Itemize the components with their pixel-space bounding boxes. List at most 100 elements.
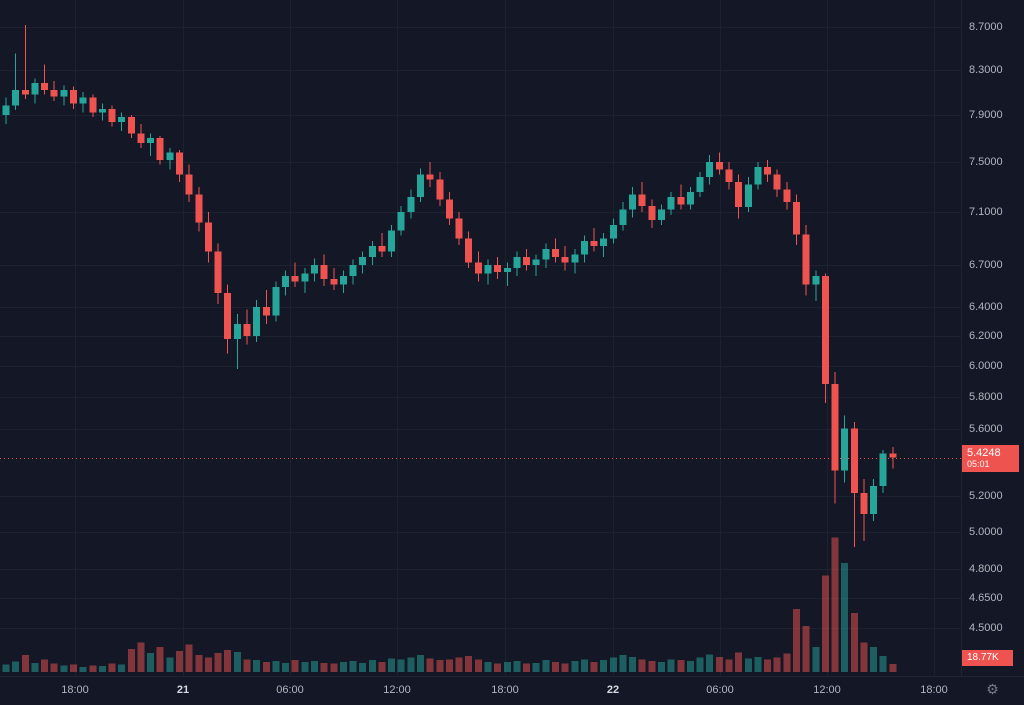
volume-bar: [79, 666, 87, 672]
candle-body: [147, 138, 155, 143]
volume-bar: [272, 661, 280, 672]
candle-body: [465, 238, 473, 263]
volume-bar: [204, 657, 212, 672]
volume-bar: [532, 662, 540, 672]
volume-bar: [455, 657, 463, 672]
last-price-value: 5.4248: [967, 446, 1001, 459]
time-axis-label: 06:00: [706, 684, 734, 696]
price-axis-label: 8.3000: [969, 63, 1003, 76]
volume-bar: [50, 663, 58, 672]
candle-body: [41, 83, 49, 90]
candle-body: [638, 194, 646, 206]
candle-body: [426, 174, 434, 180]
bar-countdown: 05:01: [967, 458, 990, 469]
volume-bar: [166, 657, 174, 672]
candlestick-chart[interactable]: [0, 0, 961, 676]
candle-body: [12, 89, 20, 106]
time-axis-label: 18:00: [61, 684, 89, 696]
volume-bar: [696, 657, 704, 672]
candle-body: [407, 196, 415, 213]
volume-bar: [590, 661, 598, 672]
candle-body: [224, 292, 232, 339]
time-axis-label: 12:00: [383, 684, 411, 696]
candle-body: [436, 179, 444, 200]
candle-body: [474, 262, 482, 274]
candle-body: [744, 184, 752, 208]
candle-body: [773, 174, 781, 190]
candle-body: [118, 117, 126, 122]
volume-bar: [561, 663, 569, 672]
volume-bar: [551, 661, 559, 672]
candle-body: [21, 89, 29, 95]
volume-bar: [802, 625, 810, 672]
volume-bar: [754, 656, 762, 672]
price-axis[interactable]: 5.4248 05:01 18.77K 8.7000 8.3000 7.9000 7.…: [961, 0, 1024, 676]
last-price-badge: 5.4248 05:01: [962, 444, 1019, 472]
time-axis[interactable]: 18:00 21 06:00 12:00 18:00 22 06:00 12:00 18:00: [0, 676, 961, 705]
volume-bar: [137, 642, 145, 672]
candle-body: [89, 97, 97, 113]
price-axis-label: 5.8000: [969, 390, 1003, 403]
gear-icon[interactable]: ⚙: [986, 681, 999, 697]
candle-body: [204, 222, 212, 252]
price-axis-label: 4.8000: [969, 563, 1003, 576]
candle-body: [137, 133, 145, 143]
volume-bar: [417, 655, 425, 672]
price-axis-label: 7.5000: [969, 156, 1003, 169]
volume-bar: [735, 652, 743, 672]
volume-bar: [686, 661, 694, 672]
candle-body: [580, 240, 588, 255]
volume-bar: [118, 664, 126, 672]
volume-bar: [465, 656, 473, 672]
candle-body: [667, 196, 675, 210]
volume-badge: 18.77K: [962, 650, 1013, 666]
candle-body: [860, 492, 868, 514]
volume-bar: [31, 662, 39, 672]
candle-body: [609, 225, 617, 239]
chart-pane[interactable]: [0, 0, 961, 676]
volume-bar: [725, 659, 733, 672]
candle-body: [253, 306, 261, 336]
candle-body: [850, 428, 858, 493]
volume-bar: [349, 661, 357, 672]
candle-body: [783, 189, 791, 203]
volume-bar: [108, 663, 116, 672]
volume-bar: [889, 664, 897, 672]
candle-body: [831, 384, 839, 471]
candle-body: [715, 162, 723, 170]
volume-bar: [812, 646, 820, 672]
volume-bar: [436, 660, 444, 672]
candle-body: [388, 230, 396, 252]
volume-bar: [764, 659, 772, 672]
volume-bar: [291, 660, 299, 672]
price-axis-label: 7.1000: [969, 206, 1003, 219]
volume-bar: [195, 655, 203, 672]
candle-body: [821, 276, 829, 385]
volume-bar: [339, 661, 347, 672]
volume-bar: [600, 660, 608, 672]
candle-body: [368, 246, 376, 257]
candle-body: [291, 276, 299, 282]
volume-bar: [224, 650, 232, 672]
volume-bar: [494, 663, 502, 672]
volume-bar: [580, 659, 588, 672]
candle-body: [127, 117, 135, 134]
volume-bar: [301, 661, 309, 672]
candle-body: [282, 276, 290, 288]
candle-body: [503, 267, 511, 272]
candle-body: [812, 276, 820, 285]
price-axis-label: 5.6000: [969, 422, 1003, 435]
volume-bar: [783, 653, 791, 672]
candle-body: [339, 276, 347, 285]
volume-bar: [127, 648, 135, 672]
candle-body: [735, 181, 743, 208]
volume-bar: [609, 657, 617, 672]
candle-body: [513, 256, 521, 268]
volume-bar: [821, 575, 829, 672]
volume-bar: [523, 663, 531, 672]
volume-bar: [69, 664, 77, 672]
volume-bar: [513, 661, 521, 672]
candle-body: [571, 254, 579, 263]
candle-body: [696, 176, 704, 192]
volume-bar: [368, 660, 376, 672]
